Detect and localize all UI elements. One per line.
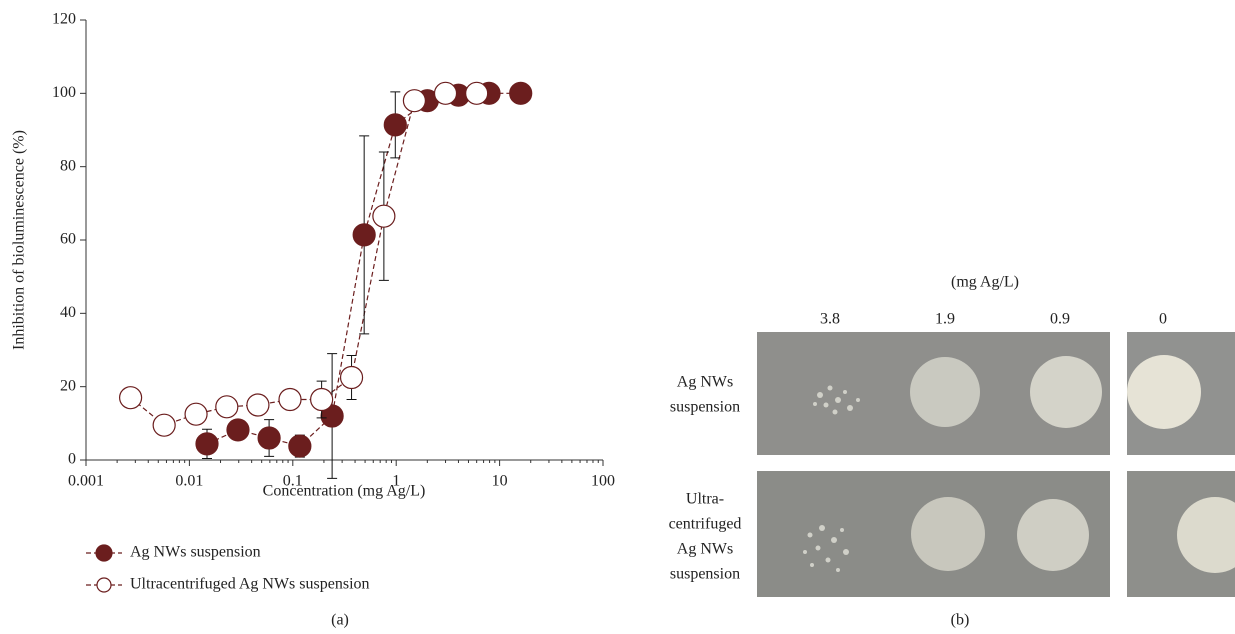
row-label: Ag NWs xyxy=(677,541,733,558)
colonies xyxy=(803,385,860,572)
marker xyxy=(288,434,312,458)
marker xyxy=(195,432,219,456)
y-tick-label: 40 xyxy=(60,304,76,321)
y-tick-label: 60 xyxy=(60,231,76,248)
row-label: suspension xyxy=(670,566,740,583)
y-tick-label: 100 xyxy=(52,84,76,101)
x-tick-label: 0.1 xyxy=(283,473,303,490)
row-label: Ultra- xyxy=(686,491,724,508)
marker xyxy=(383,113,407,137)
marker xyxy=(184,402,208,426)
x-tick-label: 10 xyxy=(492,473,508,490)
marker xyxy=(226,418,250,442)
spot xyxy=(910,357,980,427)
spot xyxy=(911,497,985,571)
spot xyxy=(1030,356,1102,428)
x-axis-label: Concentration (mg Ag/L) xyxy=(263,483,426,500)
x-tick-label: 1 xyxy=(392,473,400,490)
x-tick-label: 0.001 xyxy=(68,473,104,490)
marker xyxy=(465,81,489,105)
marker xyxy=(246,393,270,417)
legend-marker xyxy=(96,577,112,593)
caption: (a) xyxy=(331,612,349,629)
unit-label: (mg Ag/L) xyxy=(951,274,1019,291)
series-line xyxy=(130,92,477,426)
y-tick-label: 80 xyxy=(60,157,76,174)
marker xyxy=(310,387,334,412)
concentration-label: 0.9 xyxy=(1050,311,1070,328)
row-label: Ag NWs xyxy=(677,374,733,391)
spot xyxy=(1127,355,1201,429)
y-tick-label: 0 xyxy=(68,451,76,468)
concentration-label: 0 xyxy=(1159,311,1167,328)
legend-marker xyxy=(95,544,113,562)
spot xyxy=(1177,497,1235,573)
y-axis-label: Inhibition of bioluminescence (%) xyxy=(11,130,28,350)
marker xyxy=(339,365,364,390)
marker xyxy=(215,395,239,419)
marker xyxy=(320,404,344,428)
marker xyxy=(152,413,176,437)
legend-label: Ultracentrifuged Ag NWs suspension xyxy=(130,576,370,593)
x-tick-label: 100 xyxy=(591,473,615,490)
y-tick-label: 20 xyxy=(60,377,76,394)
concentration-label: 3.8 xyxy=(820,311,840,328)
concentration-label: 1.9 xyxy=(935,311,955,328)
x-tick-label: 0.01 xyxy=(175,473,203,490)
y-tick-label: 120 xyxy=(52,11,76,28)
legend-label: Ag NWs suspension xyxy=(130,544,261,561)
marker xyxy=(433,81,458,105)
marker xyxy=(372,204,396,228)
spot xyxy=(1017,499,1089,571)
marker xyxy=(119,386,143,410)
marker xyxy=(257,426,281,450)
caption: (b) xyxy=(951,612,970,629)
marker xyxy=(402,89,427,113)
marker xyxy=(278,387,302,412)
marker xyxy=(352,223,376,247)
marker xyxy=(509,81,533,105)
row-label: centrifuged xyxy=(669,516,742,533)
row-label: suspension xyxy=(670,399,740,416)
photo-panel xyxy=(757,332,1235,597)
